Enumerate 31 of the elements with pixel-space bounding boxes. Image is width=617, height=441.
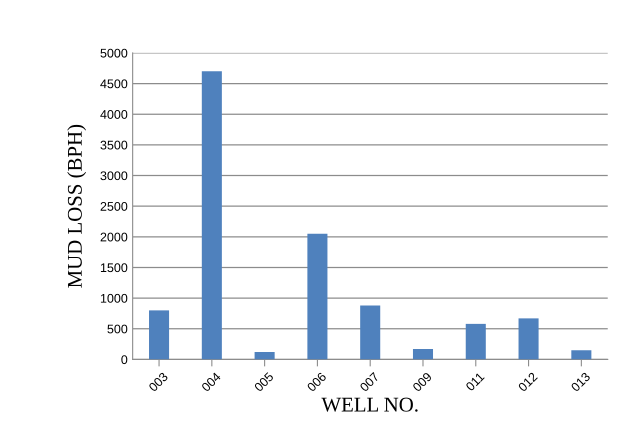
y-tick-label: 500 bbox=[107, 324, 128, 334]
y-tick-label: 5000 bbox=[100, 48, 128, 58]
bar bbox=[518, 318, 539, 360]
y-tick-label: 2500 bbox=[100, 202, 128, 211]
y-axis-title: MUD LOSS (BPH) bbox=[67, 124, 86, 288]
y-tick-label: 4000 bbox=[100, 110, 128, 119]
x-tick-label: 013 bbox=[570, 372, 591, 392]
bar bbox=[202, 71, 222, 360]
y-tick-label: 4500 bbox=[100, 79, 128, 88]
y-tick-label: 1500 bbox=[100, 263, 128, 272]
bar bbox=[254, 352, 275, 360]
x-tick-label: 006 bbox=[306, 372, 327, 392]
x-tick-label: 003 bbox=[148, 372, 168, 392]
x-tick-label: 004 bbox=[200, 372, 222, 392]
y-tick-label: 2000 bbox=[100, 232, 128, 242]
bar bbox=[149, 310, 170, 360]
x-tick-label: 011 bbox=[465, 372, 485, 392]
x-tick-label: 007 bbox=[359, 372, 380, 392]
bar bbox=[307, 234, 328, 360]
x-tick-label: 009 bbox=[412, 372, 432, 392]
bar bbox=[360, 305, 380, 360]
y-tick-label: 3500 bbox=[100, 140, 128, 150]
bar bbox=[571, 350, 592, 360]
y-tick-label: 1000 bbox=[100, 294, 128, 303]
x-tick-label: 005 bbox=[254, 372, 274, 392]
x-axis-title: WELL NO. bbox=[321, 398, 418, 412]
bar bbox=[412, 348, 434, 360]
bar bbox=[466, 324, 486, 360]
x-tick-label: 012 bbox=[518, 372, 538, 392]
y-tick-label: 0 bbox=[121, 355, 128, 364]
y-tick-label: 3000 bbox=[100, 171, 128, 180]
